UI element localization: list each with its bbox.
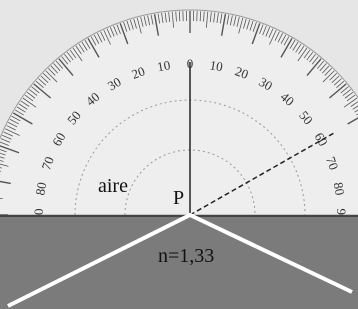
- refraction-photo: 0101020203030404050506060707080809090 ai…: [0, 0, 358, 309]
- scale-label: 80: [32, 181, 49, 196]
- tick: [200, 11, 201, 21]
- scale-label: 10: [209, 57, 224, 74]
- page: 0101020203030404050506060707080809090 ai…: [0, 0, 358, 309]
- scale-label: 10: [156, 57, 171, 74]
- scale-label: 80: [331, 181, 348, 196]
- point-label: P: [173, 187, 184, 209]
- medium-label: aire: [98, 175, 128, 197]
- tick: [179, 11, 180, 21]
- medium-label: n=1,33: [158, 245, 214, 267]
